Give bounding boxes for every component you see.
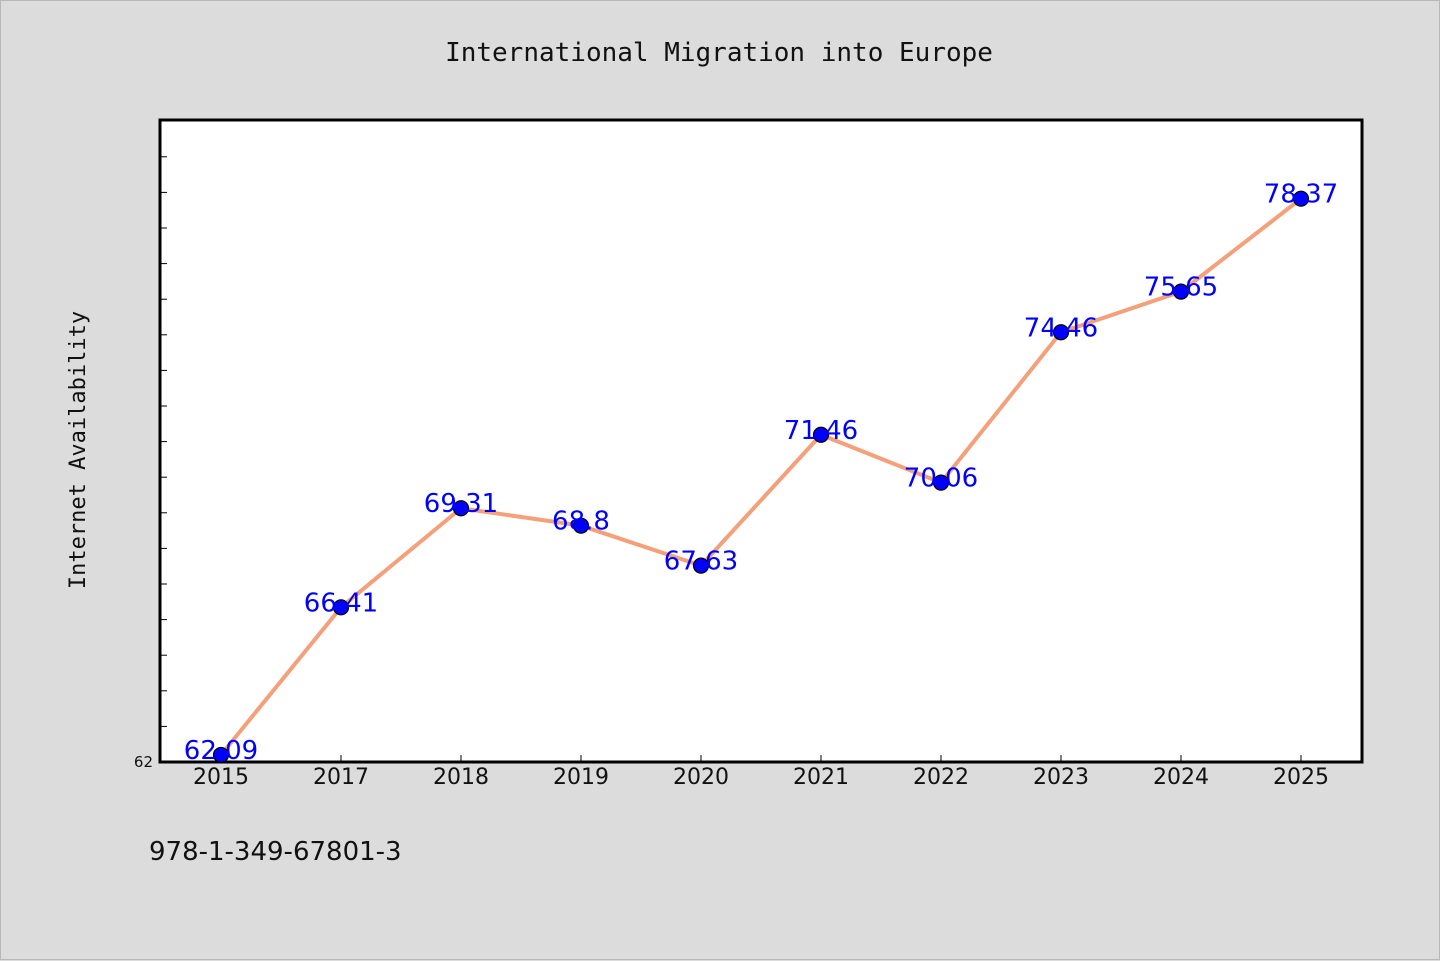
- x-axis-ticks: 2015 2017 2018 2019 2020 2021 2022 2023 2024 2025: [193, 755, 1329, 790]
- data-label: 75.65: [1144, 273, 1218, 303]
- chart-title: International Migration into Europe: [445, 38, 993, 68]
- data-point: [572, 517, 590, 534]
- data-point: [1292, 190, 1310, 207]
- x-tick-label: 2020: [673, 765, 729, 790]
- isbn-footer: 978-1-349-67801-3: [149, 837, 402, 867]
- data-point: [932, 474, 950, 491]
- y-axis-label: Internet Availability: [66, 311, 91, 589]
- y-axis-ticks: 62: [134, 156, 167, 771]
- series-line: [219, 196, 1303, 757]
- data-point: [692, 557, 710, 574]
- data-label: 71.46: [784, 416, 858, 446]
- data-point: [212, 746, 230, 764]
- data-label: 66.41: [304, 588, 378, 618]
- data-label: 70.06: [904, 464, 978, 494]
- data-label: 67.63: [664, 547, 738, 577]
- data-label: 68.8: [552, 507, 610, 537]
- x-tick-label: 2017: [313, 765, 369, 790]
- y-tick-label: 62: [134, 753, 153, 771]
- series-layer: [219, 196, 1303, 757]
- x-tick-label: 2025: [1273, 765, 1329, 790]
- x-tick-label: 2022: [913, 765, 969, 790]
- x-tick-label: 2023: [1033, 765, 1089, 790]
- x-tick-label: 2019: [553, 765, 609, 790]
- x-tick-label: 2021: [793, 765, 849, 790]
- data-point: [812, 426, 830, 443]
- x-tick-label: 2024: [1153, 765, 1209, 790]
- data-point: [332, 599, 350, 616]
- marker-layer: [212, 190, 1310, 764]
- data-point: [1172, 283, 1190, 300]
- x-tick-label: 2015: [193, 765, 249, 790]
- plot-area: [158, 118, 1364, 764]
- data-label-layer: 62.09 66.41 69.31 68.8 67.63 71.46 70.06 74.46 7…: [184, 180, 1338, 766]
- data-point: [452, 500, 470, 517]
- data-label: 78.37: [1264, 180, 1338, 210]
- data-label: 74.46: [1024, 313, 1098, 343]
- x-tick-label: 2018: [433, 765, 489, 790]
- data-point: [1052, 324, 1070, 341]
- data-label: 62.09: [184, 736, 258, 766]
- data-label: 69.31: [424, 489, 498, 519]
